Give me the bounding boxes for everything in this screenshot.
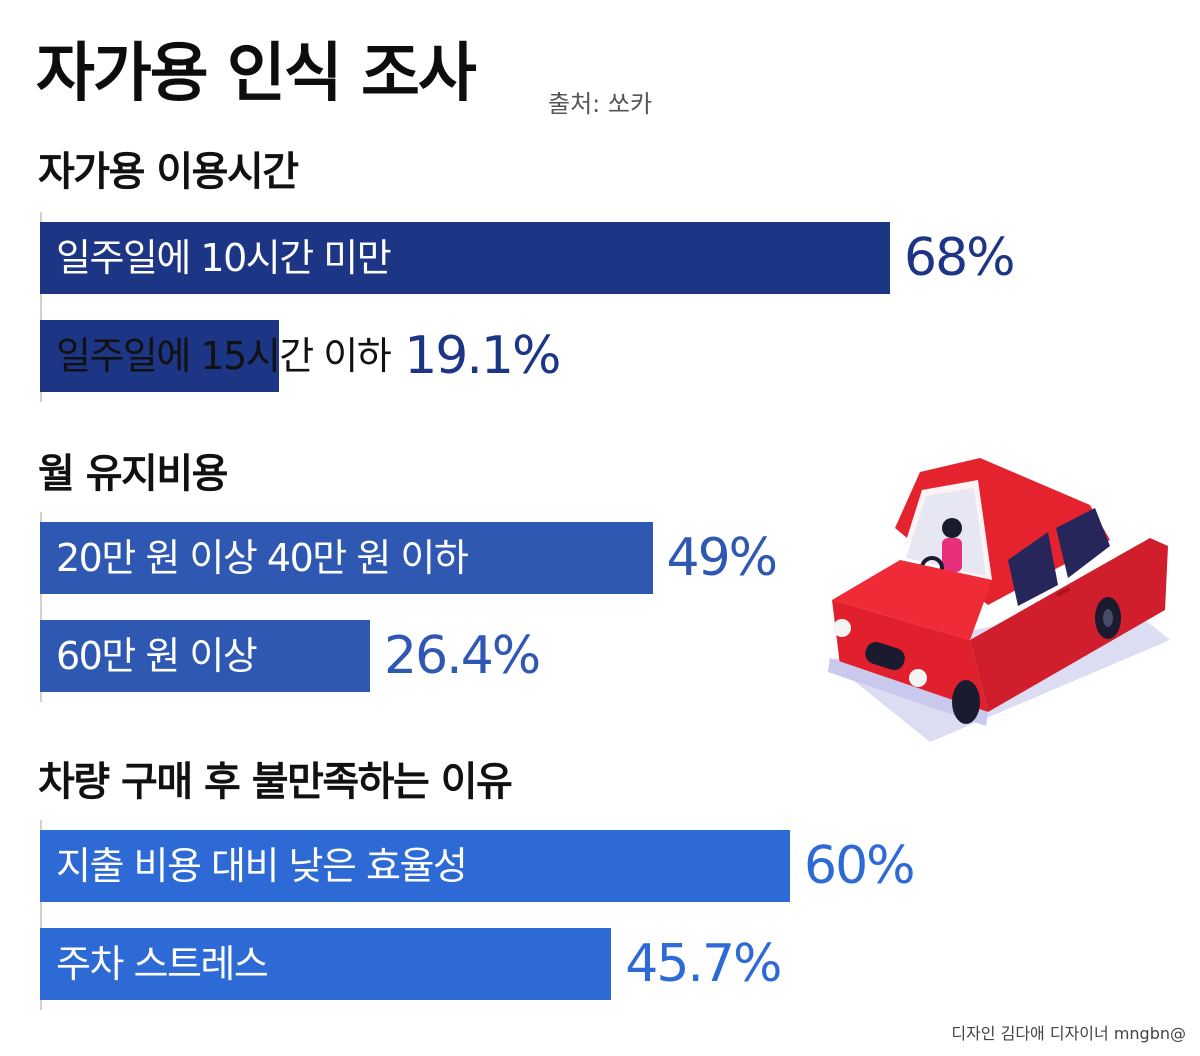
bar-3-1 xyxy=(40,830,790,902)
bar-3-2 xyxy=(40,928,612,1000)
car-illustration xyxy=(828,458,1170,742)
page-title: 자가용 인식 조사 xyxy=(36,37,477,111)
bar-label-3-2: 주차 스트레스 xyxy=(56,942,269,986)
bar-label-1-2: 일주일에 15시간 이하 xyxy=(56,334,392,378)
bar-1-2 xyxy=(40,320,279,392)
bar-2-1 xyxy=(40,522,653,594)
axis-line-1 xyxy=(40,212,42,402)
bar-label-1-1: 일주일에 10시간 미만 xyxy=(56,236,392,280)
bar-value-3-2: 45.7% xyxy=(625,934,782,994)
bar-label-3-1: 지출 비용 대비 낮은 효율성 xyxy=(56,844,468,888)
section-title-3: 차량 구매 후 불만족하는 이유 xyxy=(38,759,513,805)
bar-value-3-1: 60% xyxy=(804,836,916,896)
design-credit: 디자인 김다애 디자이너 mngbn@ xyxy=(951,1024,1186,1043)
axis-line-3 xyxy=(40,820,42,1010)
axis-line-2 xyxy=(40,512,42,702)
section-title-2: 월 유지비용 xyxy=(38,451,228,497)
bar-2-2 xyxy=(40,620,370,692)
bar-label-2-2: 60만 원 이상 xyxy=(56,634,258,678)
bar-value-2-2: 26.4% xyxy=(384,626,541,686)
bar-value-1-2: 19.1% xyxy=(404,326,561,386)
bar-1-1 xyxy=(40,222,890,294)
source-note: 출처: 쏘카 xyxy=(548,90,653,118)
section-title-1: 자가용 이용시간 xyxy=(38,149,299,195)
bar-label-2-1: 20만 원 이상 40만 원 이하 xyxy=(56,536,469,580)
bar-value-1-1: 68% xyxy=(904,228,1016,288)
bar-value-2-1: 49% xyxy=(666,528,779,588)
